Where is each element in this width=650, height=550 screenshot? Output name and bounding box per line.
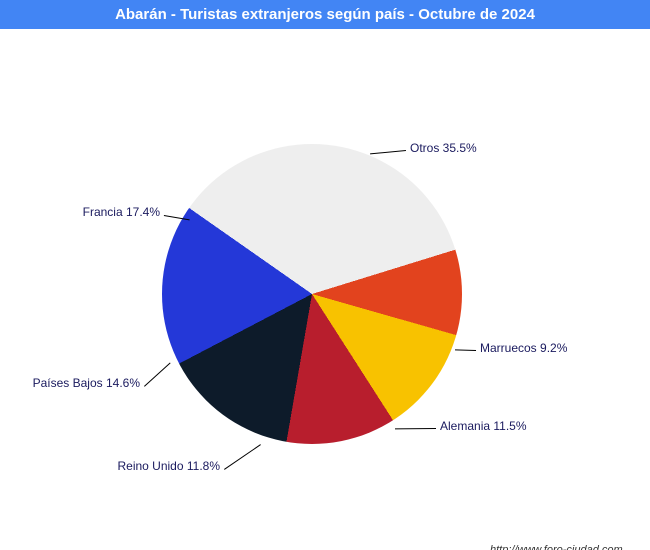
attribution-text: http://www.foro-ciudad.com bbox=[490, 544, 623, 550]
leader-line bbox=[224, 444, 261, 469]
chart-title: Abarán - Turistas extranjeros según país… bbox=[115, 6, 535, 23]
slice-label: Alemania 11.5% bbox=[440, 419, 527, 433]
chart-area: Otros 35.5% Marruecos 9.2% Alemania 11.5% R… bbox=[0, 29, 650, 529]
slice-label: Reino Unido 11.8% bbox=[117, 459, 220, 473]
slice-label: Países Bajos 14.6% bbox=[33, 376, 140, 390]
pie-chart bbox=[162, 144, 462, 444]
chart-title-bar: Abarán - Turistas extranjeros según país… bbox=[0, 0, 650, 29]
leader-line bbox=[455, 349, 476, 351]
leader-line bbox=[144, 362, 171, 386]
slice-label: Francia 17.4% bbox=[83, 205, 160, 219]
slice-label: Marruecos 9.2% bbox=[480, 341, 567, 355]
slice-label: Otros 35.5% bbox=[410, 141, 477, 155]
leader-line bbox=[395, 428, 436, 429]
leader-line bbox=[370, 150, 406, 154]
attribution-link[interactable]: http://www.foro-ciudad.com bbox=[490, 544, 623, 550]
